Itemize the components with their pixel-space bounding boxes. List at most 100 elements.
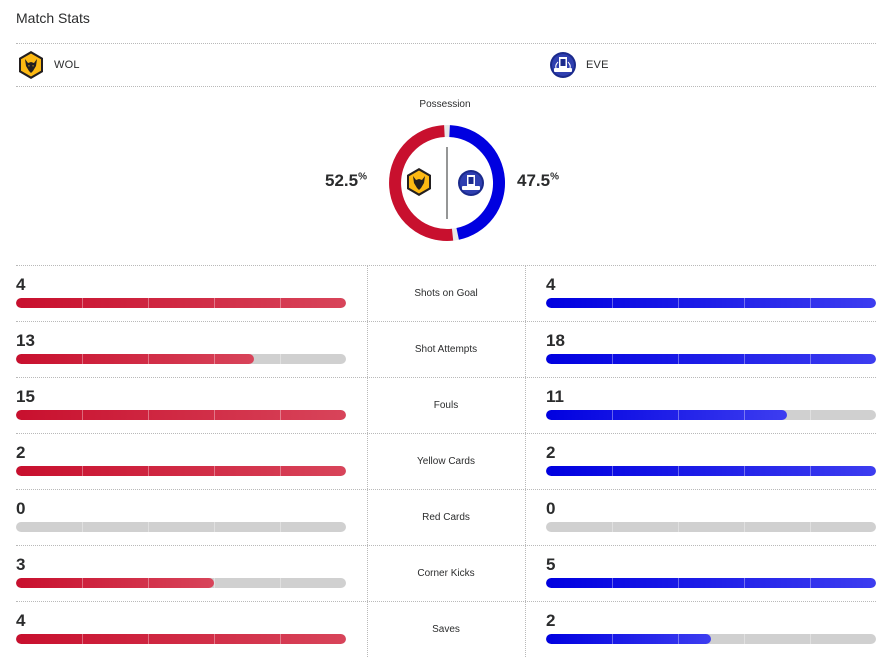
away-stat-bar xyxy=(546,410,876,420)
divider xyxy=(16,43,876,44)
column-divider xyxy=(525,433,526,489)
away-stat-bar-fill xyxy=(546,578,876,588)
wolves-crest-icon xyxy=(19,51,43,79)
stat-label: Fouls xyxy=(433,399,459,411)
bar-segment-divider xyxy=(744,522,745,532)
bar-segment-divider xyxy=(280,354,281,364)
stat-row: 2 2 Yellow Cards xyxy=(16,433,876,489)
stat-row: 15 11 Fouls xyxy=(16,377,876,433)
bar-segment-divider xyxy=(280,522,281,532)
bar-segment-divider xyxy=(810,410,811,420)
column-divider xyxy=(367,601,368,657)
bar-segment-divider xyxy=(82,578,83,588)
home-stat-value: 15 xyxy=(16,387,35,406)
bar-segment-divider xyxy=(148,466,149,476)
home-stat-value: 13 xyxy=(16,331,35,350)
bar-segment-divider xyxy=(214,298,215,308)
bar-segment-divider xyxy=(678,634,679,644)
bar-segment-divider xyxy=(214,578,215,588)
home-possession-value: 52.5% xyxy=(325,171,367,191)
home-stat-value: 2 xyxy=(16,443,26,462)
bar-segment-divider xyxy=(82,522,83,532)
bar-segment-divider xyxy=(612,298,613,308)
stat-row: 4 4 Shots on Goal xyxy=(16,265,876,321)
home-possession-arc xyxy=(389,125,454,241)
bar-segment-divider xyxy=(82,410,83,420)
home-stat-value: 3 xyxy=(16,555,26,574)
bar-segment-divider xyxy=(612,522,613,532)
stat-row: 13 18 Shot Attempts xyxy=(16,321,876,377)
away-team-abbr: EVE xyxy=(586,59,609,71)
bar-segment-divider xyxy=(214,466,215,476)
home-stat-bar-fill xyxy=(16,578,214,588)
away-stat-value: 5 xyxy=(546,555,556,574)
stat-label: Shots on Goal xyxy=(414,287,478,299)
column-divider xyxy=(367,377,368,433)
bar-segment-divider xyxy=(678,298,679,308)
bar-segment-divider xyxy=(810,466,811,476)
bar-segment-divider xyxy=(214,354,215,364)
bar-segment-divider xyxy=(810,298,811,308)
possession-donut xyxy=(385,121,509,245)
column-divider xyxy=(525,489,526,545)
stat-label: Red Cards xyxy=(422,511,470,523)
divider xyxy=(16,265,876,266)
bar-segment-divider xyxy=(810,354,811,364)
bar-segment-divider xyxy=(280,466,281,476)
home-team[interactable]: WOL xyxy=(16,44,80,86)
section-title: Match Stats xyxy=(16,10,90,26)
divider xyxy=(16,86,876,87)
bar-segment-divider xyxy=(82,634,83,644)
home-stat-bar xyxy=(16,634,346,644)
away-stat-bar xyxy=(546,466,876,476)
bar-segment-divider xyxy=(82,354,83,364)
home-stat-value: 4 xyxy=(16,611,26,630)
stat-row: 0 0 Red Cards xyxy=(16,489,876,545)
stat-label: Shot Attempts xyxy=(414,343,478,355)
away-stat-value: 11 xyxy=(546,387,564,406)
home-stat-bar xyxy=(16,466,346,476)
column-divider xyxy=(525,545,526,601)
bar-segment-divider xyxy=(744,298,745,308)
bar-segment-divider xyxy=(678,410,679,420)
divider xyxy=(16,545,876,546)
away-possession-value: 47.5% xyxy=(517,171,559,191)
possession-label: Possession xyxy=(419,99,471,110)
away-stat-value: 18 xyxy=(546,331,565,350)
home-possession-number: 52.5 xyxy=(325,171,359,190)
bar-segment-divider xyxy=(214,522,215,532)
bar-segment-divider xyxy=(280,298,281,308)
everton-crest-icon xyxy=(550,52,576,78)
bar-segment-divider xyxy=(744,354,745,364)
bar-segment-divider xyxy=(612,354,613,364)
away-team[interactable]: EVE xyxy=(548,44,609,86)
away-stat-bar xyxy=(546,354,876,364)
away-stat-value: 2 xyxy=(546,611,556,630)
bar-segment-divider xyxy=(148,522,149,532)
away-stat-bar xyxy=(546,634,876,644)
column-divider xyxy=(525,321,526,377)
column-divider xyxy=(367,433,368,489)
away-stat-bar-fill xyxy=(546,354,876,364)
bar-segment-divider xyxy=(810,634,811,644)
column-divider xyxy=(367,265,368,321)
bar-segment-divider xyxy=(148,298,149,308)
home-stat-value: 0 xyxy=(16,499,26,518)
bar-segment-divider xyxy=(214,410,215,420)
teams-header: WOL EVE xyxy=(16,44,876,86)
column-divider xyxy=(525,601,526,657)
everton-crest-icon xyxy=(458,170,484,196)
bar-segment-divider xyxy=(744,466,745,476)
bar-segment-divider xyxy=(612,578,613,588)
stat-label: Yellow Cards xyxy=(417,455,475,467)
away-possession-unit: % xyxy=(550,171,559,183)
bar-segment-divider xyxy=(678,354,679,364)
away-stat-bar xyxy=(546,522,876,532)
away-stat-bar xyxy=(546,298,876,308)
column-divider xyxy=(525,377,526,433)
stat-label: Corner Kicks xyxy=(417,567,475,579)
stat-row: 4 2 Saves xyxy=(16,601,876,657)
away-stat-bar-fill xyxy=(546,466,876,476)
bar-segment-divider xyxy=(612,466,613,476)
home-stat-bar xyxy=(16,410,346,420)
